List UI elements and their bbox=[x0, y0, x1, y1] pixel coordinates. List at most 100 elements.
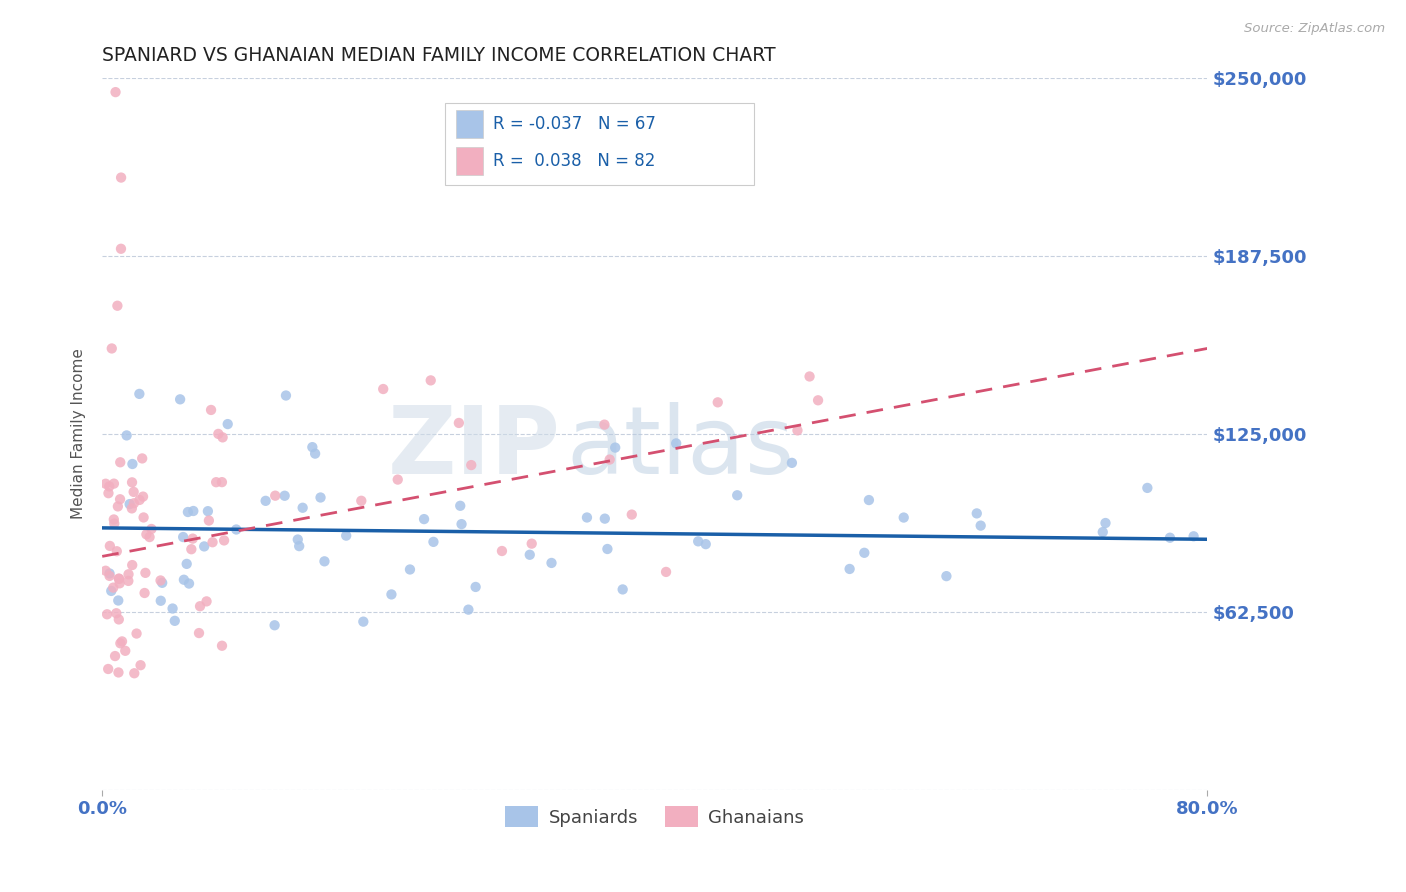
Point bbox=[188, 599, 211, 614]
Point bbox=[1094, 516, 1116, 530]
Point bbox=[176, 557, 198, 571]
Point bbox=[605, 441, 627, 455]
Point bbox=[612, 582, 634, 597]
Point bbox=[138, 530, 160, 544]
Point bbox=[380, 587, 402, 601]
Point bbox=[373, 382, 395, 396]
Point bbox=[211, 639, 233, 653]
Point bbox=[173, 573, 195, 587]
Point bbox=[519, 548, 541, 562]
Point bbox=[201, 535, 224, 549]
Point bbox=[121, 475, 143, 490]
Point bbox=[460, 458, 482, 472]
Point bbox=[786, 424, 808, 438]
Point bbox=[107, 612, 129, 626]
Point bbox=[121, 558, 143, 572]
Bar bbox=[456, 110, 484, 138]
FancyBboxPatch shape bbox=[444, 103, 754, 185]
Point bbox=[309, 491, 332, 505]
Point bbox=[177, 576, 200, 591]
Point bbox=[129, 658, 152, 673]
Point bbox=[335, 528, 357, 542]
Point bbox=[706, 395, 728, 409]
Point bbox=[387, 473, 409, 487]
Legend: Spaniards, Ghanaians: Spaniards, Ghanaians bbox=[498, 799, 811, 834]
Point bbox=[858, 493, 880, 508]
Point bbox=[110, 170, 132, 185]
Point bbox=[111, 634, 134, 648]
Point bbox=[107, 500, 129, 514]
Point bbox=[593, 511, 616, 525]
Point bbox=[94, 564, 117, 578]
Point bbox=[264, 489, 287, 503]
Point bbox=[149, 594, 172, 608]
Point bbox=[413, 512, 436, 526]
Point bbox=[225, 523, 247, 537]
Point bbox=[134, 566, 156, 580]
Point bbox=[935, 569, 957, 583]
Point bbox=[141, 522, 163, 536]
Point bbox=[98, 479, 121, 493]
Point bbox=[352, 615, 374, 629]
Text: SPANIARD VS GHANAIAN MEDIAN FAMILY INCOME CORRELATION CHART: SPANIARD VS GHANAIAN MEDIAN FAMILY INCOM… bbox=[103, 46, 776, 65]
Point bbox=[121, 501, 143, 516]
Point bbox=[121, 457, 143, 471]
Point bbox=[117, 574, 139, 588]
Point bbox=[107, 665, 129, 680]
Point bbox=[207, 426, 229, 441]
Point bbox=[124, 666, 146, 681]
Point bbox=[304, 447, 326, 461]
Point bbox=[399, 562, 422, 576]
Point bbox=[100, 342, 122, 356]
Point bbox=[288, 539, 311, 553]
Point bbox=[180, 542, 202, 557]
Point bbox=[135, 527, 157, 541]
Point bbox=[103, 516, 125, 531]
Point bbox=[599, 452, 621, 467]
Point bbox=[169, 392, 191, 407]
Point bbox=[97, 662, 120, 676]
Point bbox=[350, 493, 373, 508]
Point bbox=[457, 602, 479, 616]
Point bbox=[98, 566, 121, 581]
Point bbox=[150, 575, 173, 590]
Point bbox=[799, 369, 821, 384]
Point bbox=[1136, 481, 1159, 495]
Point bbox=[98, 569, 121, 583]
Point bbox=[291, 500, 314, 515]
Point bbox=[105, 606, 128, 620]
Point bbox=[193, 540, 215, 554]
Point bbox=[287, 533, 309, 547]
Point bbox=[593, 417, 616, 432]
Point bbox=[838, 562, 860, 576]
Point bbox=[263, 618, 285, 632]
Point bbox=[103, 581, 125, 595]
Point bbox=[254, 493, 277, 508]
Point bbox=[665, 436, 688, 450]
Point bbox=[780, 456, 803, 470]
Point bbox=[181, 532, 204, 546]
Point bbox=[125, 626, 148, 640]
Point bbox=[725, 488, 748, 502]
Point bbox=[105, 544, 128, 558]
Point bbox=[655, 565, 678, 579]
Point bbox=[103, 476, 125, 491]
Point bbox=[198, 514, 221, 528]
Point bbox=[104, 648, 127, 663]
Point bbox=[200, 403, 222, 417]
Point bbox=[117, 567, 139, 582]
Point bbox=[134, 586, 156, 600]
Point bbox=[197, 504, 219, 518]
Point bbox=[97, 486, 120, 500]
Point bbox=[217, 417, 239, 431]
Point bbox=[128, 387, 150, 401]
Text: atlas: atlas bbox=[567, 402, 794, 494]
Point bbox=[1091, 524, 1114, 539]
Point bbox=[110, 636, 132, 650]
Point bbox=[464, 580, 486, 594]
Point bbox=[274, 388, 297, 402]
Bar bbox=[456, 147, 484, 176]
Point bbox=[195, 594, 218, 608]
Point bbox=[212, 533, 235, 548]
Point bbox=[449, 499, 471, 513]
